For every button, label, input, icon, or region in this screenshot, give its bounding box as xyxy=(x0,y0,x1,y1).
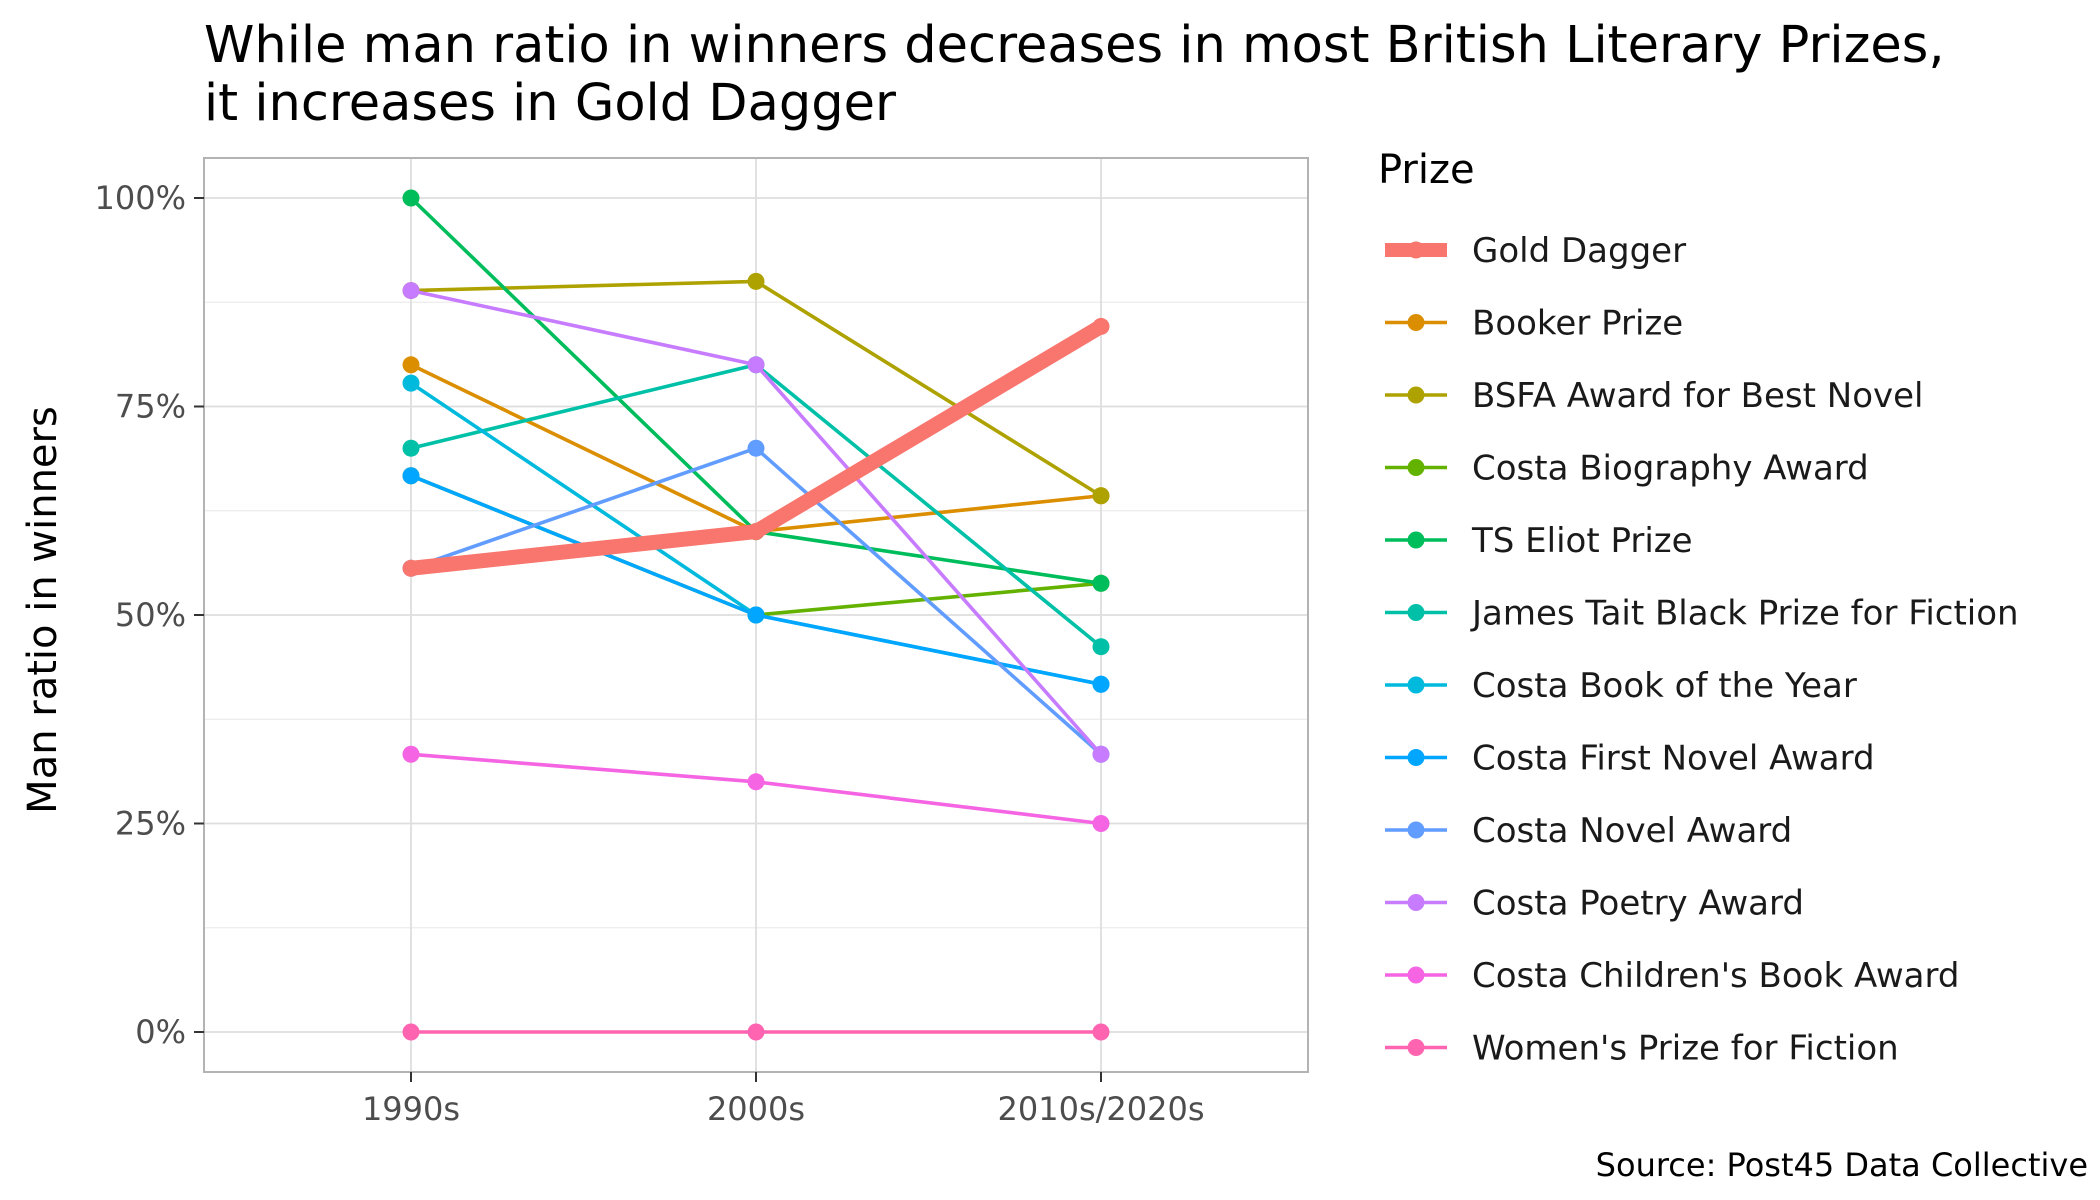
data-point xyxy=(402,189,420,207)
chart-title-line-2: it increases in Gold Dagger xyxy=(204,74,896,133)
legend-label: Costa Novel Award xyxy=(1472,811,1792,851)
series-costa-poetry-award xyxy=(402,282,1110,763)
legend-label: Costa Biography Award xyxy=(1472,449,1869,489)
chart-title-line-1: While man ratio in winners decreases in … xyxy=(204,16,1945,75)
legend-key-point xyxy=(1407,531,1425,549)
legend-key-point xyxy=(1407,386,1425,404)
legend-key-point xyxy=(1407,604,1425,621)
data-point xyxy=(747,272,765,290)
data-point xyxy=(747,439,765,457)
x-axis-ticks: 1990s 2000s 2010s/2020s xyxy=(362,1072,1205,1128)
legend-key-point xyxy=(1407,676,1425,694)
legend-key-point xyxy=(1407,241,1425,259)
series-women-s-prize-for-fiction xyxy=(402,1023,1110,1041)
legend-label: Gold Dagger xyxy=(1472,231,1686,271)
data-point xyxy=(1092,675,1110,693)
legend-key-point xyxy=(1407,821,1425,839)
legend-item: Costa Biography Award xyxy=(1385,449,1869,489)
data-point xyxy=(1092,487,1110,505)
data-point xyxy=(1092,317,1110,335)
y-axis-ticks: 0% 25% 50% 75% 100% xyxy=(95,179,204,1051)
legend-label: Women's Prize for Fiction xyxy=(1472,1029,1899,1069)
legend-key-point xyxy=(1407,314,1425,331)
data-point xyxy=(402,1023,420,1041)
series-costa-children-s-book-award xyxy=(402,745,1110,832)
legend-label: James Tait Black Prize for Fiction xyxy=(1470,594,2019,634)
legend-label: Costa First Novel Award xyxy=(1472,739,1875,779)
source-caption: Source: Post45 Data Collective xyxy=(1596,1146,2088,1184)
data-point xyxy=(1092,574,1110,592)
y-tick-label: 50% xyxy=(115,596,186,634)
legend-label: BSFA Award for Best Novel xyxy=(1472,376,1923,416)
legend-key-point xyxy=(1407,1039,1425,1056)
legend-item: James Tait Black Prize for Fiction xyxy=(1385,594,2019,634)
legend-label: Booker Prize xyxy=(1472,304,1683,344)
data-point xyxy=(402,439,420,457)
legend-title: Prize xyxy=(1378,147,1475,193)
data-point xyxy=(747,523,765,541)
data-point xyxy=(747,773,765,791)
legend-label: Costa Children's Book Award xyxy=(1472,956,1959,996)
y-tick-label: 100% xyxy=(95,179,186,217)
data-point xyxy=(402,745,420,763)
series-gold-dagger xyxy=(402,317,1110,577)
data-point xyxy=(402,559,420,577)
legend: Gold Dagger Booker Prize BSFA Award for Be… xyxy=(1385,231,2019,1069)
y-axis-title: Man ratio in winners xyxy=(20,406,66,814)
legend-item: Costa Poetry Award xyxy=(1385,884,1804,924)
data-point xyxy=(402,374,420,392)
legend-key-point xyxy=(1407,749,1425,766)
legend-key-point xyxy=(1407,459,1425,476)
legend-label: Costa Book of the Year xyxy=(1472,666,1857,706)
legend-key-point xyxy=(1407,966,1425,984)
data-point xyxy=(747,606,765,624)
legend-item: Costa Book of the Year xyxy=(1385,666,1857,706)
y-tick-label: 75% xyxy=(115,388,186,426)
data-point xyxy=(1092,815,1110,832)
y-tick-label: 25% xyxy=(115,805,186,843)
data-point xyxy=(747,356,765,374)
data-point xyxy=(1092,638,1110,656)
data-point xyxy=(1092,745,1110,763)
x-tick-label: 2000s xyxy=(707,1090,805,1128)
legend-label: Costa Poetry Award xyxy=(1472,884,1804,924)
legend-item: TS Eliot Prize xyxy=(1385,521,1693,561)
legend-item: Booker Prize xyxy=(1385,304,1683,344)
legend-item: Costa Novel Award xyxy=(1385,811,1792,851)
x-tick-label: 2010s/2020s xyxy=(998,1090,1205,1128)
legend-item: Women's Prize for Fiction xyxy=(1385,1029,1899,1069)
legend-item: Costa Children's Book Award xyxy=(1385,956,1959,996)
data-point xyxy=(402,356,420,374)
legend-key-point xyxy=(1407,894,1425,911)
legend-item: Gold Dagger xyxy=(1385,231,1686,271)
data-point xyxy=(747,1023,765,1041)
x-tick-label: 1990s xyxy=(362,1090,460,1128)
data-point xyxy=(1092,1023,1110,1041)
y-tick-label: 0% xyxy=(135,1013,186,1051)
legend-item: Costa First Novel Award xyxy=(1385,739,1875,779)
legend-label: TS Eliot Prize xyxy=(1471,521,1693,561)
legend-item: BSFA Award for Best Novel xyxy=(1385,376,1923,416)
data-point xyxy=(402,467,420,485)
series-costa-first-novel-award xyxy=(402,467,1110,693)
series-layer xyxy=(402,189,1110,1041)
data-point xyxy=(402,282,420,300)
